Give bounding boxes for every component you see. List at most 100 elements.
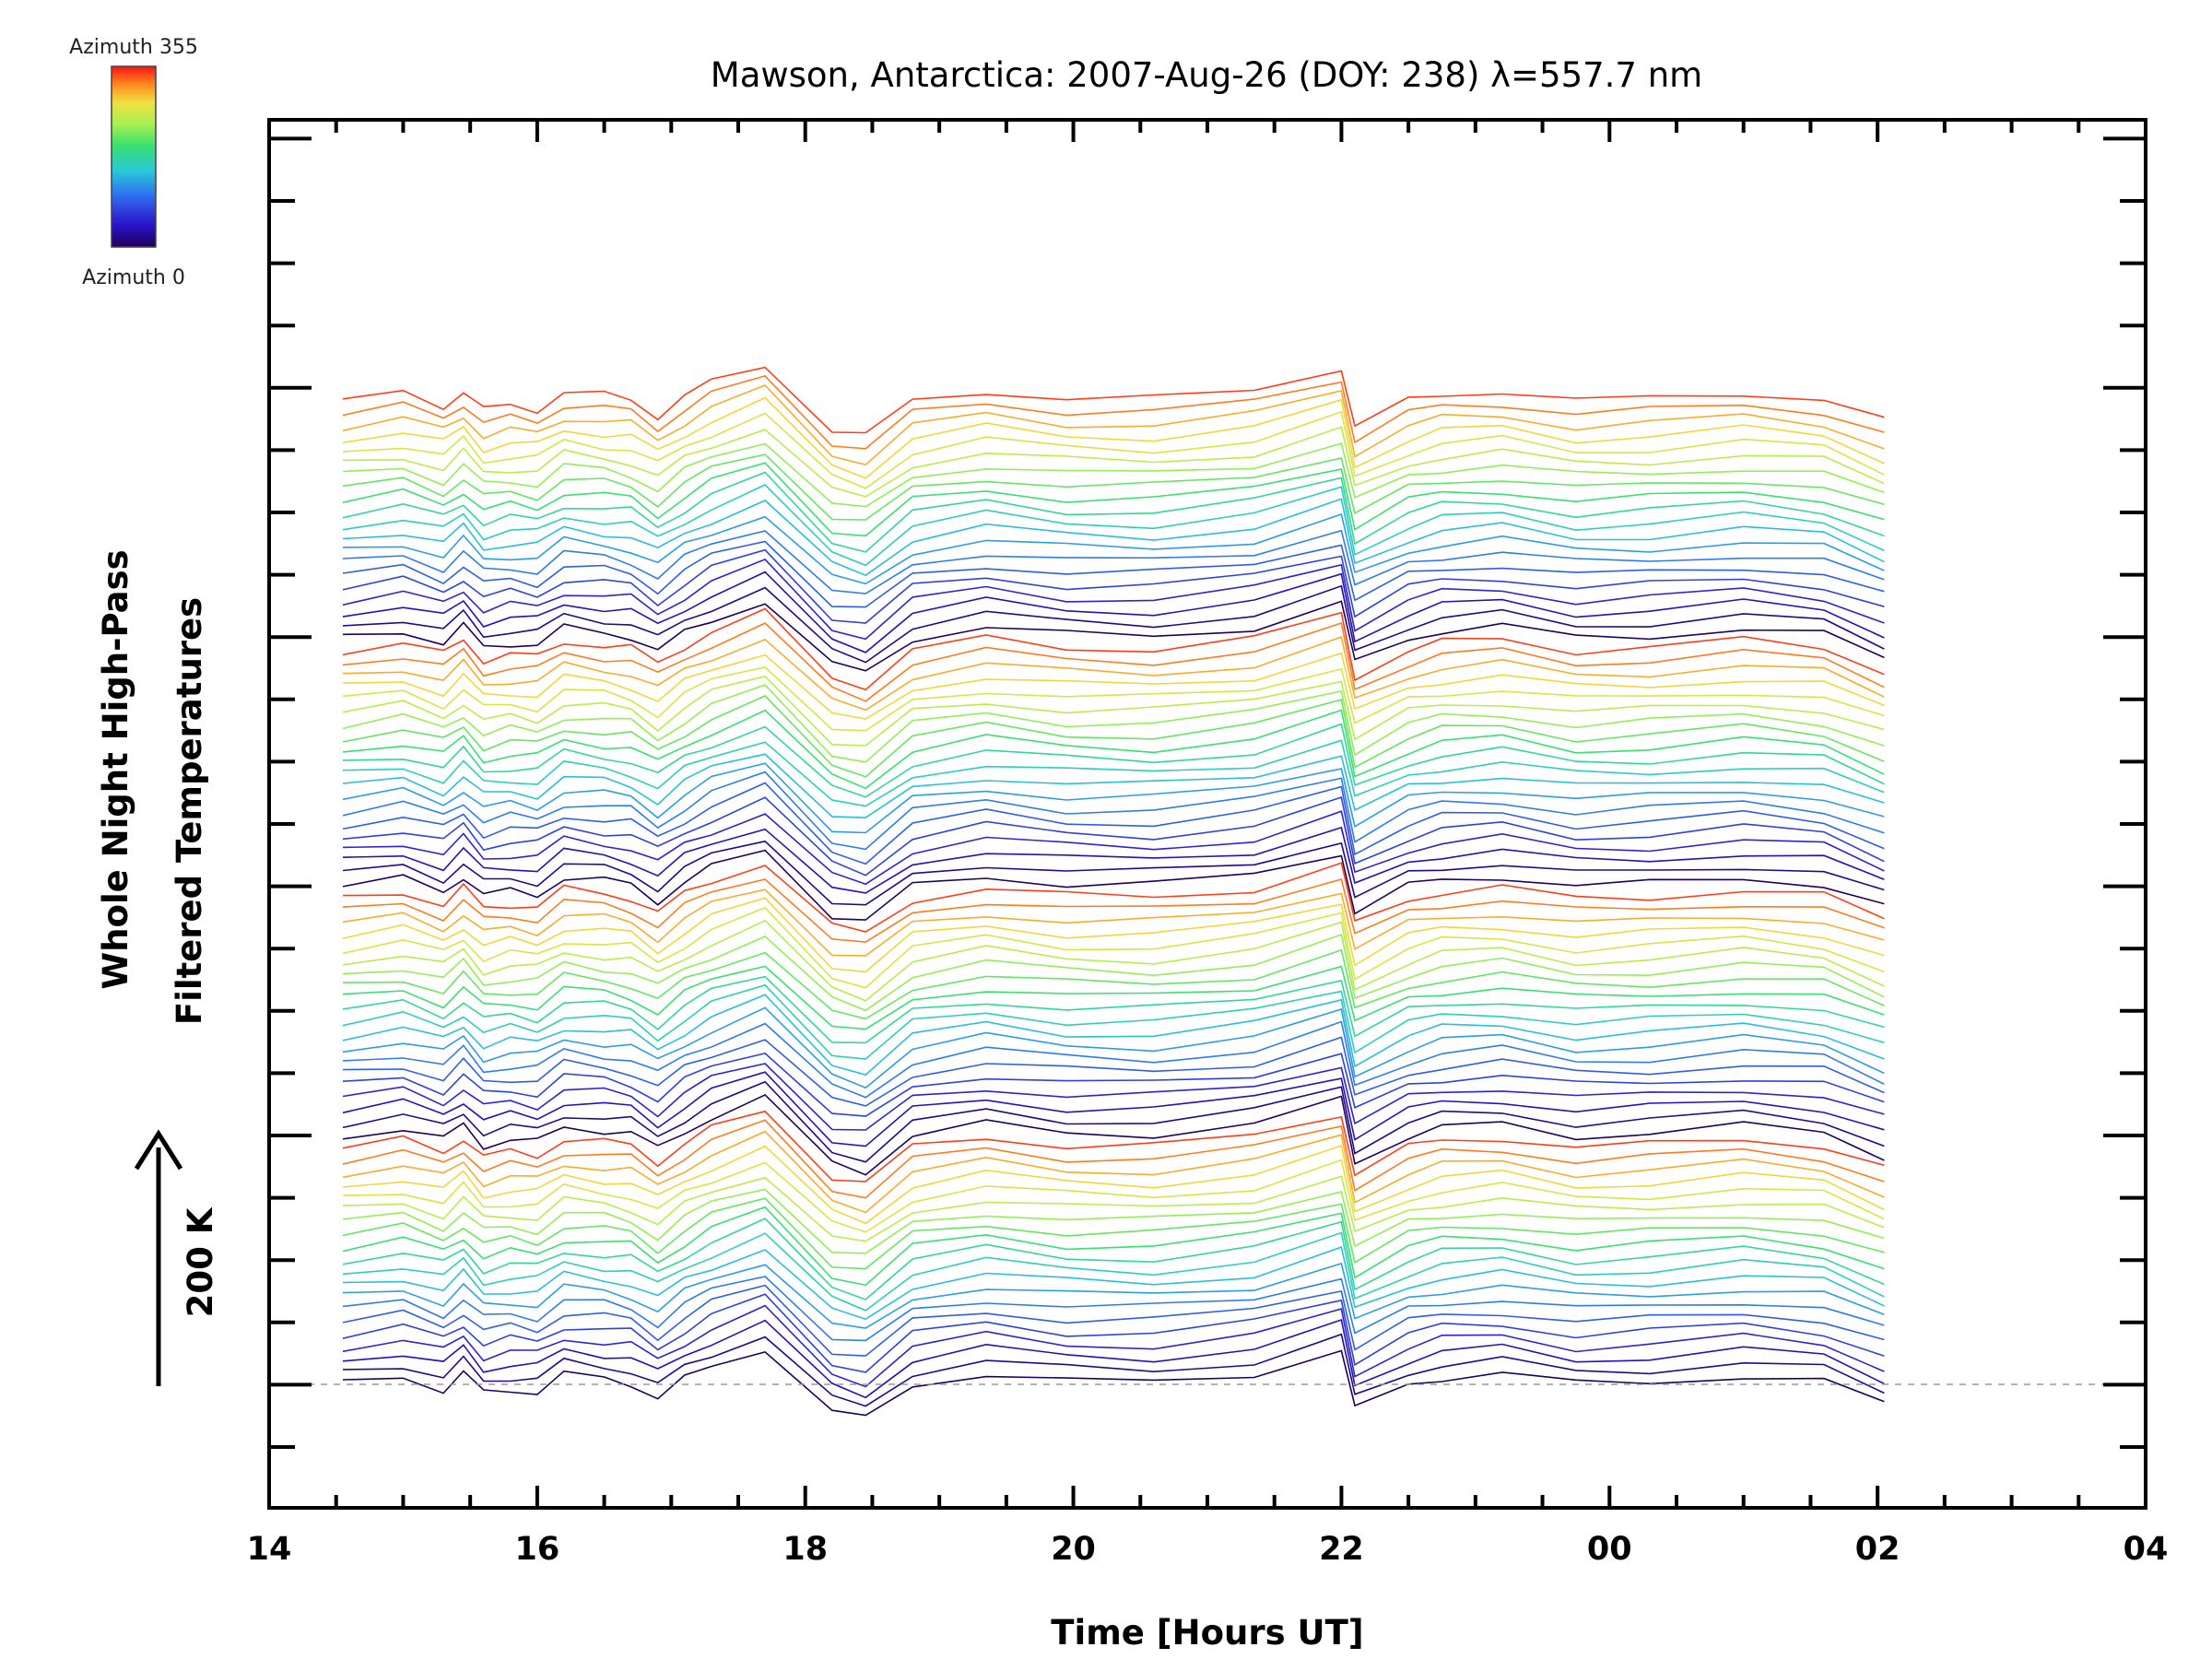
- series-line: [342, 1188, 1885, 1254]
- series-line: [342, 1293, 1885, 1373]
- x-tick-label: 22: [1319, 1531, 1364, 1568]
- chart-title: Mawson, Antarctica: 2007-Aug-26 (DOY: 23…: [711, 55, 1702, 95]
- series-line: [342, 1304, 1885, 1388]
- series-line: [342, 529, 1885, 594]
- series-line: [342, 462, 1885, 537]
- series-line: [342, 919, 1885, 1002]
- series-line: [342, 453, 1885, 521]
- series-line: [342, 366, 1885, 434]
- series-line: [342, 771, 1885, 851]
- axis-ticks: [267, 120, 2147, 1508]
- series-line: [342, 1318, 1885, 1399]
- x-tick-label: 00: [1587, 1531, 1632, 1568]
- series-line: [342, 795, 1885, 877]
- colorbar-bottom-label: Azimuth 0: [82, 266, 185, 289]
- x-tick-label: 18: [782, 1531, 828, 1568]
- series-line: [342, 396, 1885, 479]
- series-line: [342, 540, 1885, 608]
- series-line: [342, 849, 1885, 921]
- series-lines: [342, 366, 1885, 1417]
- series-line: [342, 897, 1885, 973]
- series-line: [342, 600, 1885, 672]
- series-line: [342, 571, 1885, 653]
- series-line: [342, 384, 1885, 466]
- series-line: [342, 762, 1885, 834]
- series-line: [342, 1036, 1885, 1107]
- series-line: [342, 410, 1885, 489]
- series-line: [342, 675, 1885, 747]
- x-axis-label: Time [Hours UT]: [1051, 1613, 1363, 1653]
- series-line: [342, 906, 1885, 989]
- series-line: [342, 636, 1885, 712]
- series-line: [342, 1093, 1885, 1176]
- x-tick-label: 04: [2124, 1531, 2169, 1568]
- series-line: [342, 548, 1885, 624]
- colorbar: [111, 65, 157, 248]
- series-line: [342, 1130, 1885, 1214]
- x-tick-label: 20: [1051, 1531, 1096, 1568]
- series-line: [342, 1206, 1885, 1287]
- series-line: [342, 975, 1885, 1044]
- series-line: [342, 1175, 1885, 1242]
- series-line: [342, 810, 1885, 886]
- series-line: [342, 512, 1885, 585]
- series-line: [342, 1246, 1885, 1321]
- series-line: [342, 1020, 1885, 1099]
- series-line: [342, 1218, 1885, 1300]
- series-line: [342, 983, 1885, 1060]
- series-line: [342, 442, 1885, 508]
- series-line: [342, 1006, 1885, 1089]
- series-line: [342, 1197, 1885, 1270]
- series-line: [342, 1231, 1885, 1312]
- series-line: [342, 1159, 1885, 1233]
- series-line: [342, 684, 1885, 763]
- series-line: [342, 471, 1885, 553]
- series-line: [342, 1119, 1885, 1199]
- series-line: [342, 1349, 1885, 1417]
- series-line: [342, 933, 1885, 1012]
- series-line: [342, 878, 1885, 943]
- y-axis-label-line2: Filtered Temperatures: [170, 597, 209, 1025]
- colorbar-top-label: Azimuth 355: [69, 36, 198, 59]
- series-line: [342, 695, 1885, 778]
- x-tick-label: 02: [1855, 1531, 1900, 1568]
- series-line: [342, 1333, 1885, 1407]
- series-line: [342, 862, 1885, 933]
- series-line: [342, 1276, 1885, 1342]
- series-line: [342, 607, 1885, 691]
- series-line: [342, 498, 1885, 577]
- scale-label: 200 K: [181, 1206, 220, 1317]
- series-line: [342, 888, 1885, 957]
- series-line: [342, 1080, 1885, 1163]
- series-line: [342, 1144, 1885, 1225]
- series-line: [342, 709, 1885, 790]
- x-tick-label: 16: [514, 1531, 559, 1568]
- series-line: [342, 1053, 1885, 1117]
- series-line: [342, 1284, 1885, 1357]
- scale-arrow-head: [134, 1129, 183, 1171]
- series-line: [342, 782, 1885, 865]
- series-line: [342, 374, 1885, 450]
- series-line: [342, 948, 1885, 1020]
- series-line: [342, 621, 1885, 702]
- series-line: [342, 426, 1885, 498]
- x-tick-label: 14: [247, 1531, 292, 1568]
- series-line: [342, 666, 1885, 732]
- series-line: [342, 1110, 1885, 1182]
- series-line: [342, 994, 1885, 1077]
- series-line: [342, 1071, 1885, 1147]
- series-line: [342, 1262, 1885, 1329]
- series-line: [342, 652, 1885, 720]
- series-line: [342, 840, 1885, 906]
- y-axis-label-line1: Whole Night High-Pass: [96, 549, 135, 989]
- series-line: [342, 965, 1885, 1030]
- series-line: [342, 484, 1885, 567]
- x-tick-labels: 14 16 18 20 22 00 02 04: [247, 1531, 2169, 1568]
- series-line: [342, 558, 1885, 641]
- series-line: [342, 723, 1885, 798]
- series-line: [342, 826, 1885, 894]
- series-line: [342, 1063, 1885, 1131]
- series-line: [342, 584, 1885, 664]
- series-line: [342, 739, 1885, 807]
